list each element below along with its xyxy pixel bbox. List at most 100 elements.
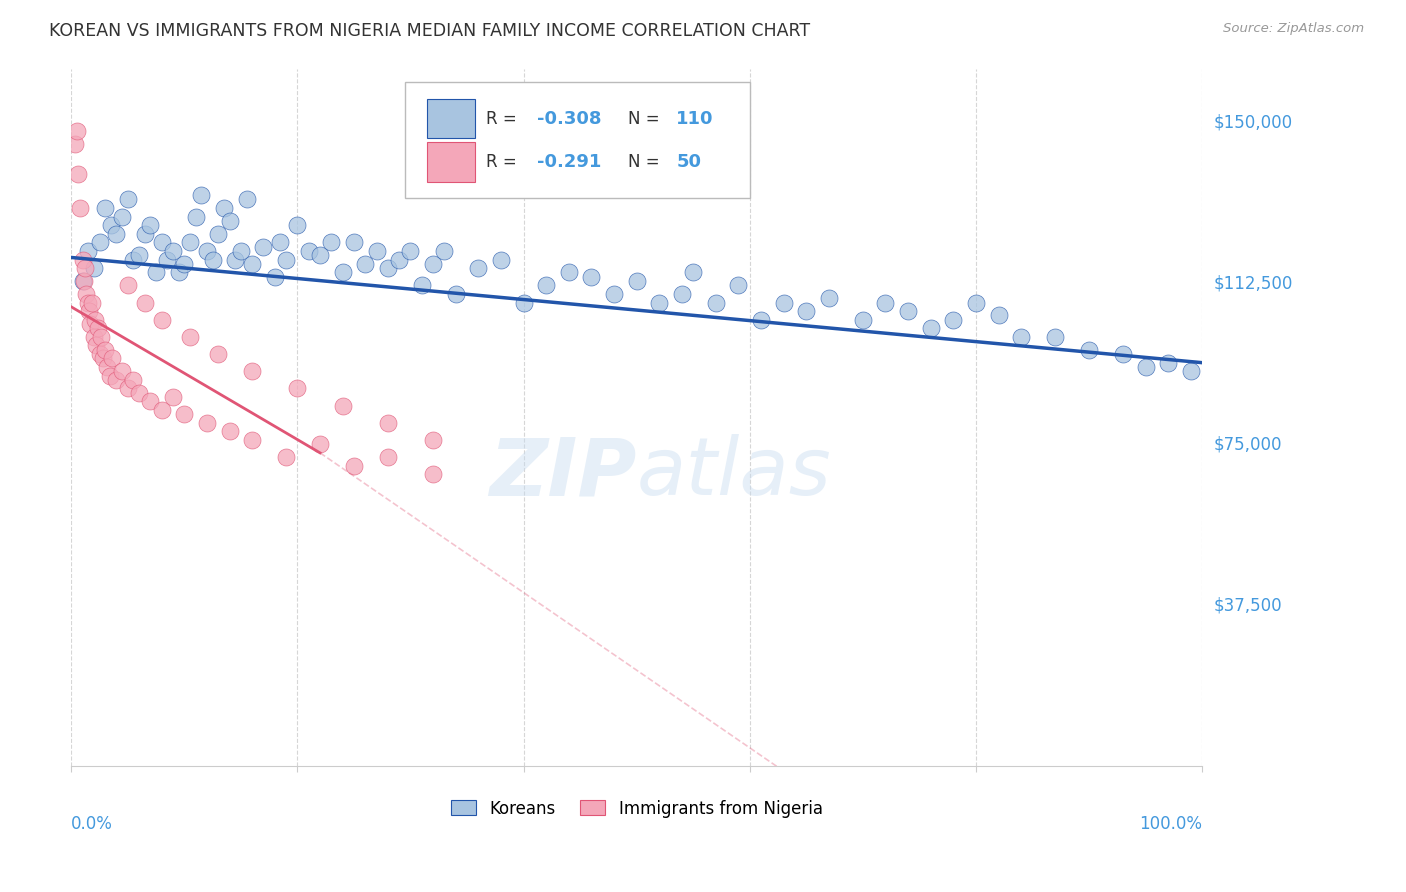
Point	[134, 295, 156, 310]
Point	[377, 416, 399, 430]
Point	[1112, 347, 1135, 361]
Point	[162, 390, 184, 404]
Point	[512, 295, 534, 310]
Point	[1180, 364, 1202, 378]
Point	[354, 257, 377, 271]
Point	[117, 278, 139, 293]
Point	[626, 274, 648, 288]
Point	[101, 351, 124, 366]
Point	[173, 257, 195, 271]
Point	[377, 261, 399, 276]
Point	[72, 252, 94, 267]
Point	[75, 287, 97, 301]
Point	[1157, 356, 1180, 370]
Point	[794, 304, 817, 318]
Point	[212, 201, 235, 215]
Point	[422, 257, 444, 271]
Point	[207, 227, 229, 241]
Point	[240, 364, 263, 378]
Point	[309, 248, 332, 262]
Point	[218, 425, 240, 439]
Point	[343, 458, 366, 473]
Point	[534, 278, 557, 293]
Point	[558, 265, 581, 279]
Text: N =: N =	[627, 153, 665, 171]
Point	[207, 347, 229, 361]
Point	[388, 252, 411, 267]
Point	[332, 265, 354, 279]
Point	[224, 252, 246, 267]
Point	[73, 261, 96, 276]
Point	[139, 219, 162, 233]
Point	[150, 312, 173, 326]
Point	[1078, 343, 1101, 357]
Point	[274, 450, 297, 464]
FancyBboxPatch shape	[427, 99, 475, 138]
Point	[852, 312, 875, 326]
Point	[84, 338, 107, 352]
Point	[190, 188, 212, 202]
Text: ZIP: ZIP	[489, 434, 637, 512]
Point	[128, 385, 150, 400]
Point	[648, 295, 671, 310]
Point	[987, 309, 1010, 323]
Point	[77, 244, 100, 258]
Point	[727, 278, 749, 293]
Point	[128, 248, 150, 262]
Point	[240, 257, 263, 271]
Point	[218, 214, 240, 228]
Point	[111, 210, 134, 224]
Point	[100, 219, 122, 233]
Point	[79, 304, 101, 318]
Point	[444, 287, 467, 301]
Point	[309, 437, 332, 451]
Point	[134, 227, 156, 241]
Point	[167, 265, 190, 279]
Point	[87, 321, 110, 335]
Point	[433, 244, 456, 258]
Legend: Koreans, Immigrants from Nigeria: Koreans, Immigrants from Nigeria	[444, 793, 830, 824]
Text: 110: 110	[676, 110, 714, 128]
Point	[467, 261, 489, 276]
Point	[377, 450, 399, 464]
Point	[79, 317, 101, 331]
Point	[1135, 359, 1157, 374]
Point	[942, 312, 965, 326]
Point	[184, 210, 207, 224]
Point	[173, 407, 195, 421]
Text: 50: 50	[676, 153, 702, 171]
Point	[321, 235, 343, 250]
Point	[66, 167, 89, 181]
Point	[117, 193, 139, 207]
Point	[1043, 330, 1066, 344]
Point	[749, 312, 772, 326]
Point	[920, 321, 942, 335]
Point	[682, 265, 704, 279]
Point	[122, 252, 145, 267]
Point	[139, 394, 162, 409]
Point	[98, 368, 121, 383]
Point	[287, 219, 309, 233]
Point	[83, 261, 105, 276]
Point	[150, 403, 173, 417]
Point	[195, 244, 218, 258]
Point	[150, 235, 173, 250]
Point	[489, 252, 512, 267]
Point	[399, 244, 422, 258]
Point	[89, 235, 111, 250]
Point	[117, 381, 139, 395]
Text: KOREAN VS IMMIGRANTS FROM NIGERIA MEDIAN FAMILY INCOME CORRELATION CHART: KOREAN VS IMMIGRANTS FROM NIGERIA MEDIAN…	[49, 22, 810, 40]
Point	[332, 399, 354, 413]
Point	[122, 373, 145, 387]
Point	[366, 244, 388, 258]
Point	[263, 269, 285, 284]
Point	[1010, 330, 1032, 344]
Point	[80, 295, 103, 310]
Point	[105, 373, 128, 387]
Point	[229, 244, 252, 258]
Point	[252, 240, 274, 254]
Text: atlas: atlas	[637, 434, 831, 512]
Text: Source: ZipAtlas.com: Source: ZipAtlas.com	[1223, 22, 1364, 36]
Point	[111, 364, 134, 378]
Point	[772, 295, 794, 310]
